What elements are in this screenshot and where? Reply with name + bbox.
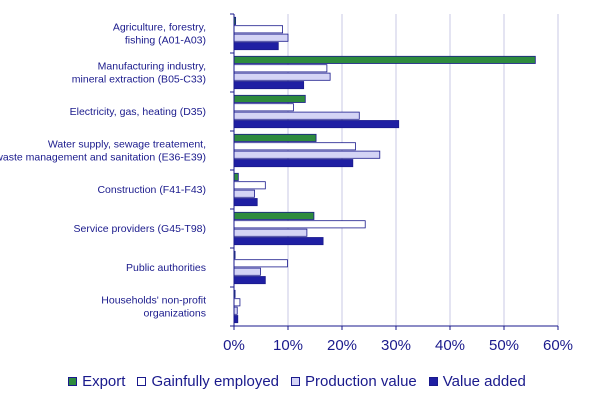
x-tick-label: 50% — [489, 337, 519, 354]
bar-value-added — [233, 276, 266, 285]
x-tick-label: 10% — [273, 337, 303, 354]
category-label: Electricity, gas, heating (D35) — [70, 106, 206, 118]
bar-gainfully-employed — [233, 259, 288, 268]
category-label: Manufacturing industry, mineral extractio… — [72, 61, 206, 86]
bar-production-value — [233, 150, 381, 159]
legend-label: Value added — [442, 373, 526, 390]
legend-swatch — [291, 377, 301, 386]
gridlines — [287, 14, 559, 326]
legend-item: Gainfully employed — [137, 373, 279, 390]
bar-production-value — [233, 267, 261, 276]
bar-export — [233, 211, 315, 220]
x-tick-label: 60% — [543, 337, 573, 354]
x-tick-labels: 0% 10% 20% 30% 40% 50% 60% — [223, 337, 573, 354]
legend-label: Production value — [305, 373, 417, 390]
bar-production-value — [233, 189, 255, 198]
bar-value-added — [233, 159, 354, 168]
bar-value-added — [233, 198, 258, 207]
x-tick-label: 40% — [435, 337, 465, 354]
bar-gainfully-employed — [233, 25, 283, 34]
axes — [230, 13, 559, 330]
bar-production-value — [233, 33, 289, 42]
legend-label: Gainfully employed — [151, 373, 280, 390]
legend-swatch — [68, 377, 78, 386]
bars — [233, 16, 536, 324]
bar-gainfully-employed — [233, 142, 356, 151]
bar-gainfully-employed — [233, 220, 366, 229]
bar-export — [233, 133, 317, 142]
x-tick-label: 30% — [381, 337, 411, 354]
category-labels: Agriculture, forestry, fishing (A01-A03) M… — [0, 22, 206, 320]
bar-gainfully-employed — [233, 181, 266, 190]
legend-item: Production value — [291, 373, 417, 390]
category-label: Water supply, sewage treatement, waste ma… — [0, 139, 206, 164]
bar-production-value — [233, 228, 308, 237]
bar-export — [233, 94, 306, 103]
x-tick-label: 20% — [327, 337, 357, 354]
bar-value-added — [233, 120, 400, 129]
legend-swatch — [137, 377, 147, 386]
bar-value-added — [233, 315, 239, 324]
legend: Export Gainfully employed Production value… — [0, 373, 594, 390]
category-label: Service providers (G45-T98) — [74, 223, 206, 235]
bar-gainfully-employed — [233, 64, 328, 73]
bar-value-added — [233, 42, 279, 51]
bar-production-value — [233, 111, 360, 120]
bar-value-added — [233, 81, 305, 90]
legend-item: Value added — [428, 373, 526, 390]
bar-export — [233, 172, 239, 181]
bar-gainfully-employed — [233, 298, 241, 307]
legend-label: Export — [82, 373, 126, 390]
bar-export — [233, 55, 536, 64]
category-label: Agriculture, forestry, fishing (A01-A03) — [113, 22, 206, 47]
bar-production-value — [233, 72, 331, 81]
bar-value-added — [233, 237, 324, 246]
x-tick-label: 0% — [223, 337, 245, 354]
legend-item: Export — [68, 373, 125, 390]
category-label: Households' non-profit organizations — [101, 295, 206, 320]
category-label: Construction (F41-F43) — [97, 184, 206, 196]
legend-swatch — [428, 377, 438, 386]
bar-gainfully-employed — [233, 103, 294, 112]
category-label: Public authorities — [126, 262, 206, 274]
